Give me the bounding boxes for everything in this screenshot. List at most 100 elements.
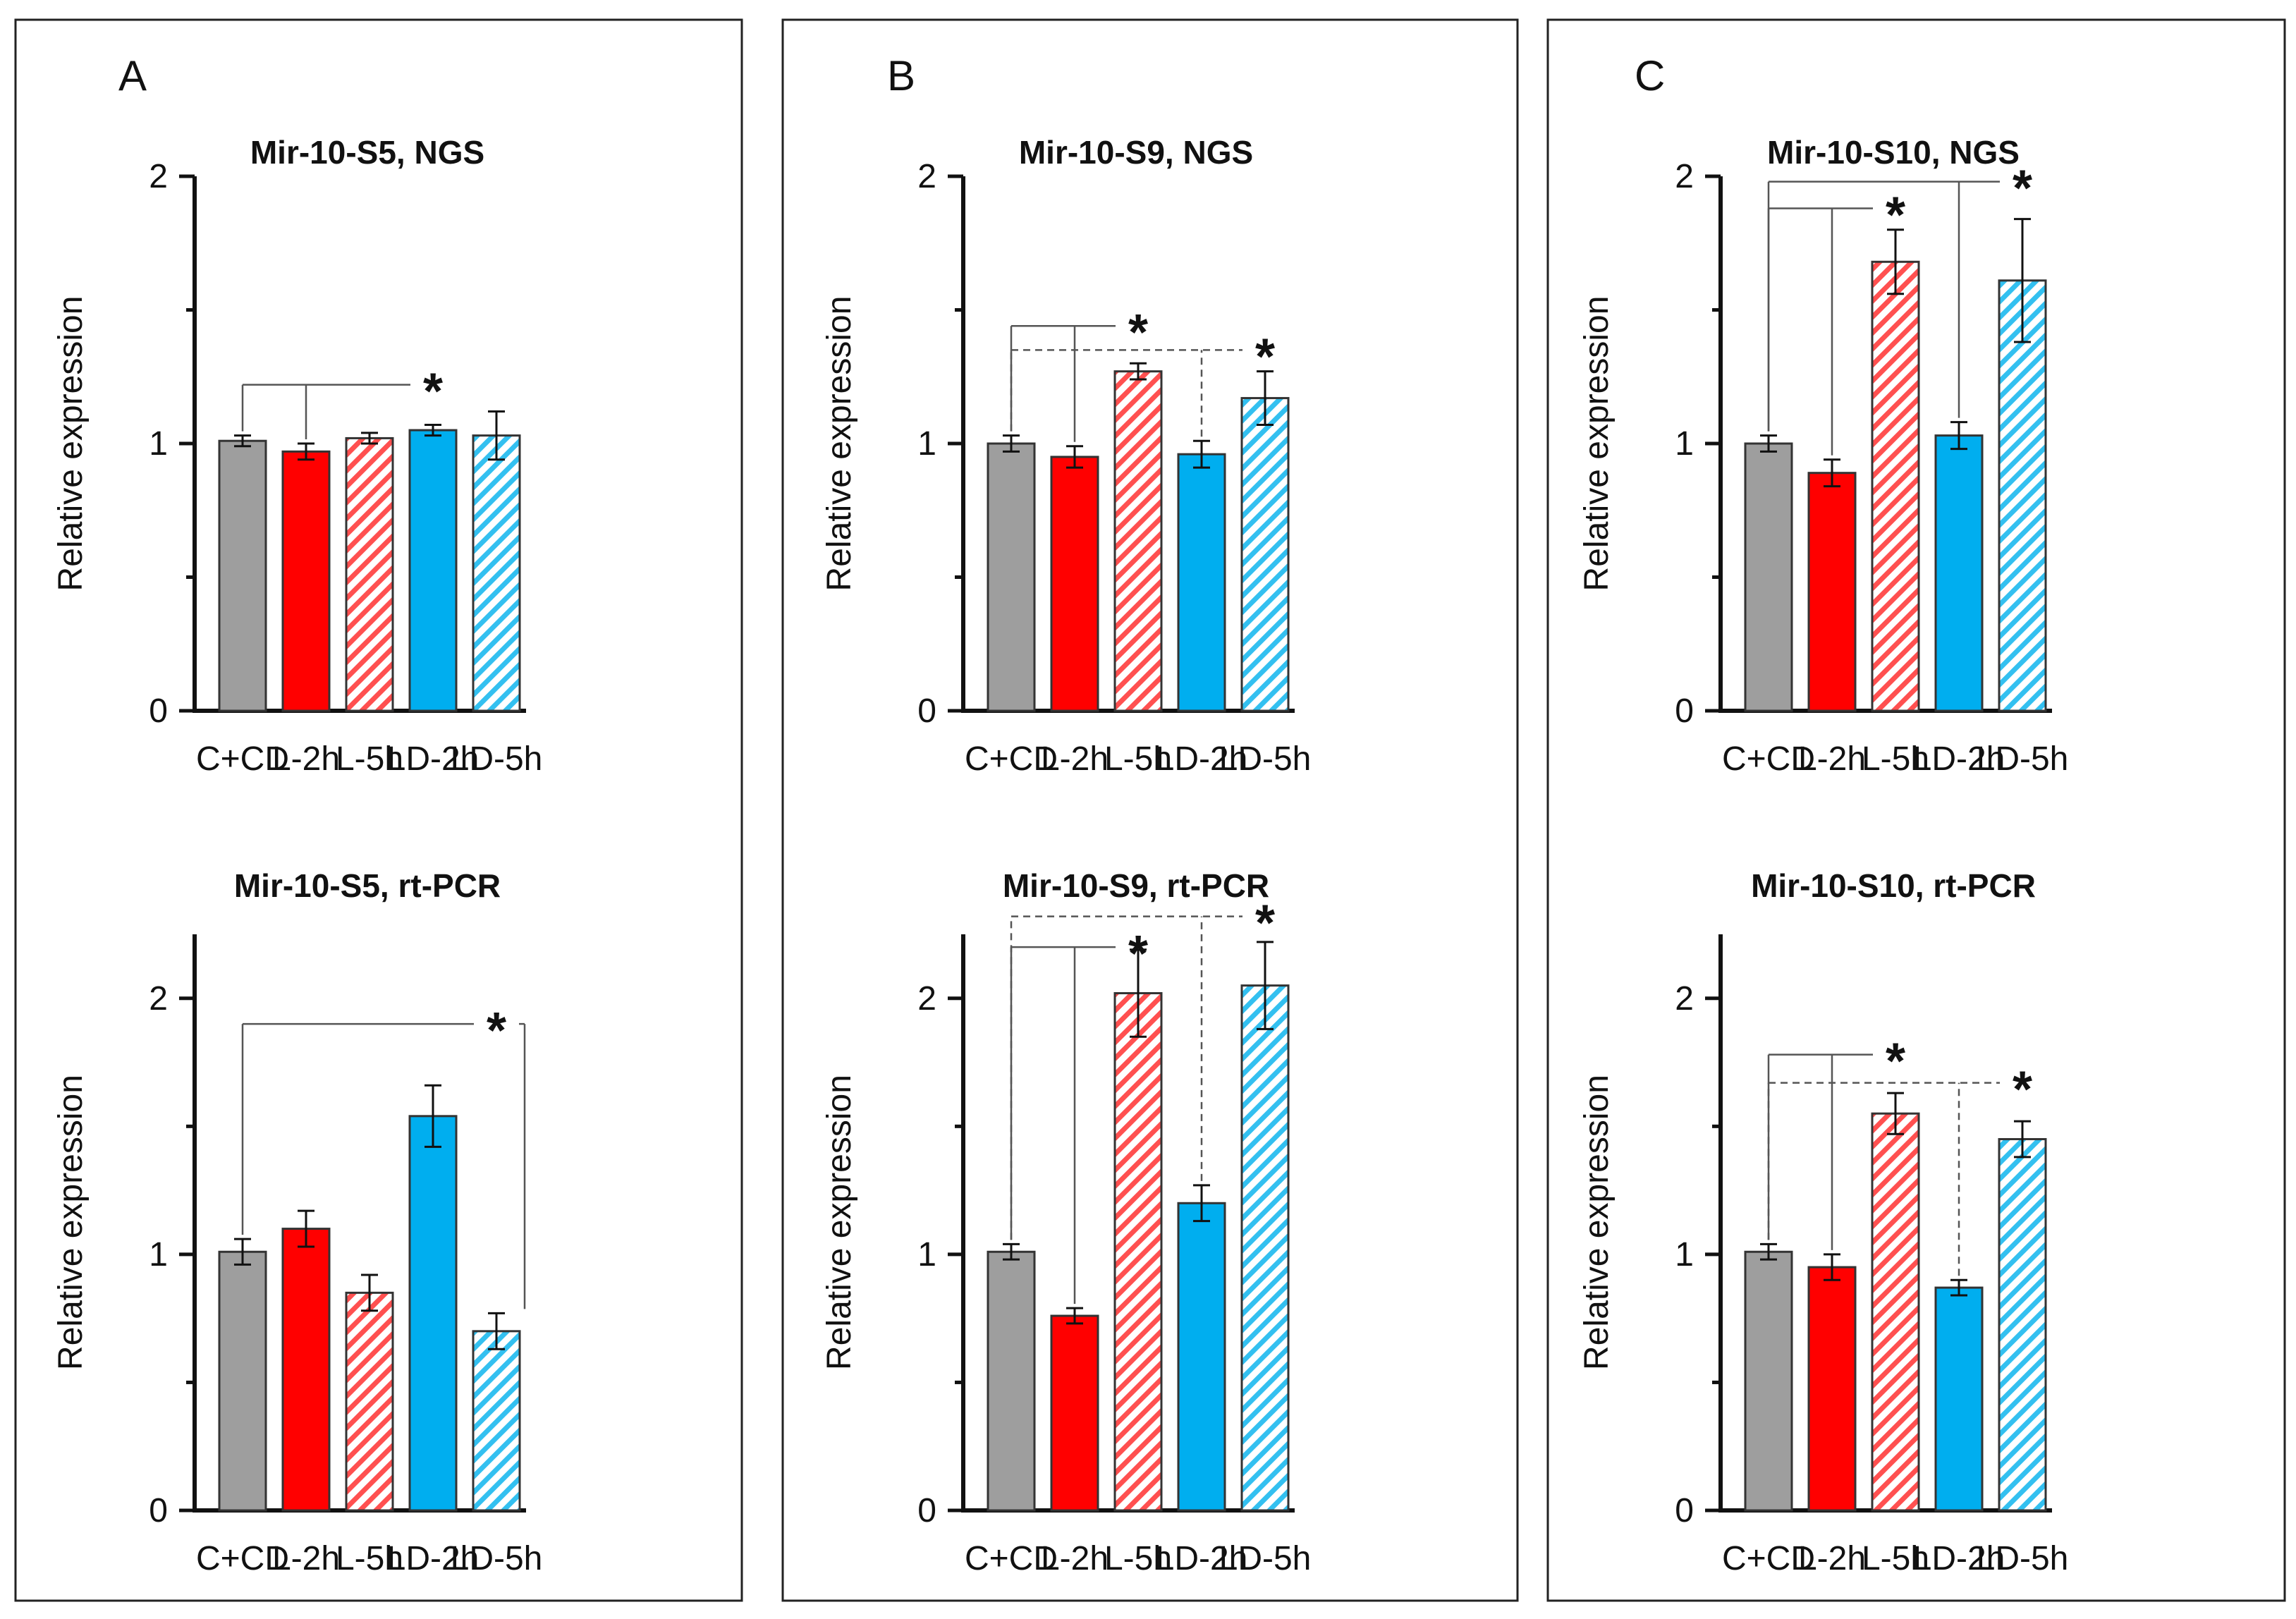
bar-c-cd (1744, 1250, 1793, 1512)
bar-l-5h (1871, 1112, 1920, 1512)
x-tick-label: LD-5h (1977, 1540, 2069, 1577)
y-axis-label: Relative expression (821, 296, 858, 592)
significance-star: * (487, 1003, 506, 1059)
panel-letter-c: C (1635, 52, 1665, 99)
x-tick-label: LD-2h (387, 1540, 480, 1577)
x-tick-label: C+CD (196, 1540, 289, 1577)
x-tick-label: L-2h (1041, 1540, 1109, 1577)
bar-c-cd (987, 1250, 1036, 1512)
chart-title: Mir-10-S5, rt-PCR (234, 867, 501, 904)
bar-c-cd (987, 442, 1036, 712)
bar-ld-2h (408, 1115, 458, 1512)
y-axis-label: Relative expression (52, 1075, 90, 1370)
y-tick-label: 0 (917, 692, 936, 730)
chart-title: Mir-10-S9, rt-PCR (1003, 867, 1269, 904)
y-tick-label: 1 (1675, 425, 1694, 463)
y-tick-label: 1 (917, 425, 936, 463)
x-tick-label: L-5h (336, 740, 403, 778)
x-tick-label: L-5h (1104, 1540, 1172, 1577)
bar-ld-2h (408, 429, 458, 712)
x-tick-label: L-5h (336, 1540, 403, 1577)
chart-c-rt-pcr: Mir-10-S10, rt-PCR Relative expression 0 1 2… (1578, 867, 2068, 1577)
y-tick-label: 0 (149, 1492, 168, 1529)
y-tick-label: 2 (917, 158, 936, 195)
x-tick-label: LD-2h (1913, 1540, 2005, 1577)
significance-bracket: * (1767, 1062, 2032, 1276)
bar-ld-2h (1934, 434, 1984, 712)
x-tick-label: L-5h (1104, 740, 1172, 778)
y-axis-label: Relative expression (52, 296, 90, 592)
significance-star: * (1255, 329, 1275, 385)
x-tick-label: L-2h (272, 740, 340, 778)
y-tick-label: 2 (917, 980, 936, 1018)
bar-l-2h (281, 450, 331, 712)
bar-l-5h (345, 1291, 394, 1512)
y-axis-label: Relative expression (821, 1075, 858, 1370)
chart-a-rt-pcr: Mir-10-S5, rt-PCR Relative expression 0 1 2 C… (52, 867, 542, 1577)
bar-ld-5h (1998, 279, 2047, 712)
y-tick-label: 1 (1675, 1236, 1694, 1273)
bar-ld-5h (472, 434, 521, 712)
chart-b-ngs: Mir-10-S9, NGS Relative expression 0 1 2 C+CD… (821, 134, 1311, 778)
chart-title: Mir-10-S10, rt-PCR (1751, 867, 2036, 904)
chart-title: Mir-10-S10, NGS (1767, 134, 2020, 171)
bar-c-cd (218, 1250, 267, 1512)
significance-star: * (1886, 187, 1905, 243)
bar-c-cd (1744, 442, 1793, 712)
y-tick-label: 2 (149, 158, 168, 195)
y-tick-label: 1 (917, 1236, 936, 1273)
bar-ld-5h (472, 1330, 521, 1512)
x-tick-label: LD-2h (387, 740, 480, 778)
panel-frame-c (1546, 18, 2286, 1602)
significance-star: * (1886, 1034, 1905, 1090)
y-tick-label: 0 (1675, 1492, 1694, 1529)
bar-ld-2h (1177, 453, 1226, 712)
y-tick-label: 0 (149, 692, 168, 730)
significance-bracket: * (1010, 896, 1275, 1240)
y-tick-label: 1 (149, 425, 168, 463)
significance-bracket: * (1767, 161, 2032, 432)
significance-bracket: * (241, 1003, 526, 1309)
bar-l-2h (1050, 1314, 1099, 1512)
bar-l-2h (1807, 1266, 1857, 1512)
x-tick-label: C+CD (1722, 1540, 1815, 1577)
significance-bracket: * (241, 364, 443, 439)
bar-l-2h (281, 1228, 331, 1512)
bar-l-5h (1871, 260, 1920, 712)
bar-l-5h (1113, 992, 1163, 1512)
x-tick-label: LD-2h (1156, 740, 1248, 778)
x-tick-label: L-2h (1798, 1540, 1866, 1577)
panel-letter-b: B (887, 52, 915, 99)
bar-l-2h (1807, 472, 1857, 712)
x-tick-label: LD-5h (1219, 740, 1312, 778)
significance-bracket: * (1010, 305, 1148, 442)
chart-title: Mir-10-S5, NGS (250, 134, 484, 171)
y-tick-label: 0 (1675, 692, 1694, 730)
x-tick-label: L-2h (272, 1540, 340, 1577)
significance-star: * (1128, 305, 1148, 361)
bar-l-2h (1050, 456, 1099, 712)
significance-star: * (1255, 896, 1275, 952)
x-tick-label: LD-2h (1913, 740, 2005, 778)
bar-l-5h (1113, 370, 1163, 712)
x-tick-label: L-5h (1862, 740, 1929, 778)
panel-frame-b (781, 18, 1519, 1602)
y-axis-label: Relative expression (1578, 1075, 1616, 1370)
y-tick-label: 2 (1675, 980, 1694, 1018)
panel-letter-a: A (118, 52, 147, 99)
y-tick-label: 1 (149, 1236, 168, 1273)
y-tick-label: 2 (1675, 158, 1694, 195)
x-tick-label: C+CD (1722, 740, 1815, 778)
x-tick-label: C+CD (965, 1540, 1058, 1577)
y-tick-label: 2 (149, 980, 168, 1018)
panel-frame-a (14, 18, 743, 1602)
chart-c-ngs: Mir-10-S10, NGS Relative expression 0 1 2 C+C… (1578, 134, 2068, 778)
x-tick-label: LD-5h (451, 740, 543, 778)
significance-star: * (1128, 926, 1148, 982)
x-tick-label: L-2h (1041, 740, 1109, 778)
x-tick-label: LD-5h (1977, 740, 2069, 778)
significance-star: * (2013, 161, 2032, 217)
bar-ld-2h (1177, 1202, 1226, 1512)
chart-b-rt-pcr: Mir-10-S9, rt-PCR Relative expression 0 1 2 C… (821, 867, 1311, 1577)
